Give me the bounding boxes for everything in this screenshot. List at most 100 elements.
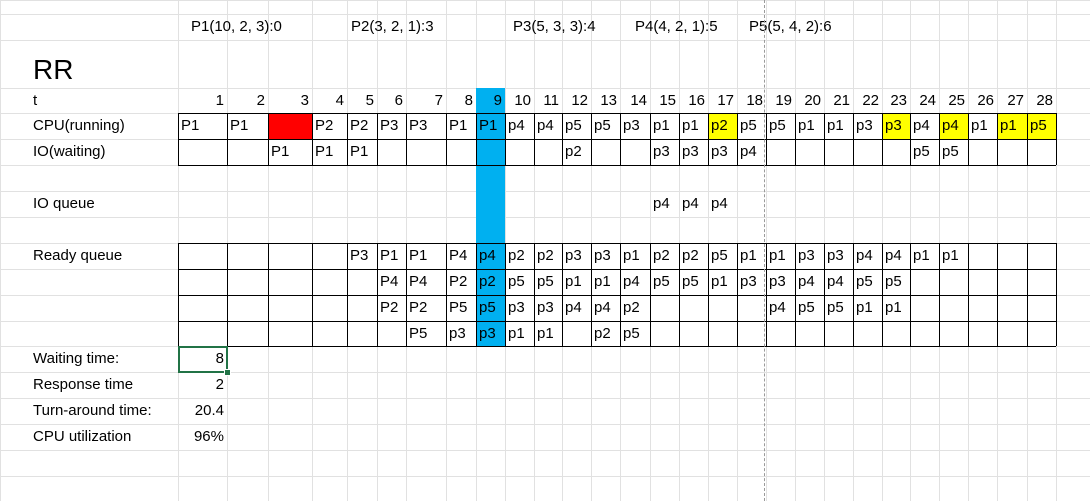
time-cell[interactable]: 25: [948, 92, 965, 109]
ready-queue-cell[interactable]: P4: [380, 273, 399, 290]
process-spec-4[interactable]: P4(4, 2, 1):5: [635, 18, 718, 35]
value-cpu-utilization[interactable]: 96%: [193, 428, 224, 445]
cpu-cell[interactable]: p1: [971, 117, 988, 134]
ready-queue-cell[interactable]: P2: [449, 273, 468, 290]
io-cell[interactable]: [766, 139, 795, 165]
ready-queue-cell[interactable]: [853, 321, 882, 346]
time-cell[interactable]: 26: [977, 92, 994, 109]
ready-queue-cell[interactable]: p4: [565, 299, 582, 316]
io-cell[interactable]: [178, 139, 227, 165]
cpu-cell[interactable]: p4: [913, 117, 930, 134]
time-cell[interactable]: 2: [256, 92, 265, 109]
ready-queue-cell[interactable]: [178, 269, 227, 295]
ready-queue-cell[interactable]: p5: [653, 273, 670, 290]
ready-queue-cell[interactable]: p2: [623, 299, 640, 316]
time-cell[interactable]: 23: [890, 92, 907, 109]
ready-queue-cell[interactable]: p5: [798, 299, 815, 316]
ready-queue-cell[interactable]: [737, 321, 766, 346]
ready-queue-cell[interactable]: P3: [350, 247, 369, 264]
ready-queue-cell[interactable]: [227, 321, 268, 346]
io-cell[interactable]: p5: [913, 143, 930, 160]
ready-queue-cell[interactable]: p1: [856, 299, 873, 316]
ready-queue-cell[interactable]: p2: [508, 247, 525, 264]
time-cell[interactable]: 17: [717, 92, 734, 109]
ready-queue-cell[interactable]: p1: [885, 299, 902, 316]
cpu-cell[interactable]: p1: [682, 117, 699, 134]
ready-queue-cell[interactable]: p3: [769, 273, 786, 290]
ready-queue-cell[interactable]: [997, 295, 1027, 321]
process-spec-2[interactable]: P2(3, 2, 1):3: [351, 18, 434, 35]
time-cell[interactable]: 8: [464, 92, 473, 109]
ready-queue-cell[interactable]: [939, 295, 968, 321]
time-cell[interactable]: 27: [1007, 92, 1024, 109]
io-cell[interactable]: p3: [682, 143, 699, 160]
ready-queue-cell[interactable]: [997, 243, 1027, 269]
ready-queue-cell[interactable]: p3: [449, 325, 466, 342]
time-cell[interactable]: 19: [775, 92, 792, 109]
ready-queue-cell[interactable]: P1: [380, 247, 399, 264]
ready-queue-cell[interactable]: [312, 295, 347, 321]
cpu-cell[interactable]: P1: [181, 117, 200, 134]
time-cell[interactable]: 4: [335, 92, 344, 109]
ready-queue-cell[interactable]: [227, 295, 268, 321]
ready-queue-cell[interactable]: p1: [594, 273, 611, 290]
ready-queue-cell[interactable]: [910, 269, 939, 295]
ready-queue-cell[interactable]: [268, 295, 312, 321]
row-label-io-queue[interactable]: IO queue: [33, 195, 95, 212]
ready-queue-cell[interactable]: [347, 269, 377, 295]
cpu-cell[interactable]: P1: [230, 117, 249, 134]
time-cell[interactable]: 10: [514, 92, 531, 109]
time-cell[interactable]: 15: [659, 92, 676, 109]
cpu-cell[interactable]: p5: [565, 117, 582, 134]
ready-queue-cell[interactable]: [824, 321, 853, 346]
ready-queue-cell[interactable]: p1: [913, 247, 930, 264]
io-cell[interactable]: [620, 139, 650, 165]
ready-queue-cell[interactable]: [766, 321, 795, 346]
time-cell[interactable]: 21: [833, 92, 850, 109]
ready-queue-cell[interactable]: p4: [798, 273, 815, 290]
io-queue-cell[interactable]: p4: [653, 195, 670, 212]
ready-queue-cell[interactable]: p4: [885, 247, 902, 264]
ready-queue-cell[interactable]: [178, 295, 227, 321]
label-response-time[interactable]: Response time: [33, 376, 134, 393]
io-cell[interactable]: [406, 139, 446, 165]
ready-queue-cell[interactable]: [910, 321, 939, 346]
ready-queue-cell[interactable]: [679, 321, 708, 346]
ready-queue-cell[interactable]: p3: [594, 247, 611, 264]
io-cell[interactable]: p5: [942, 143, 959, 160]
label-turnaround-time[interactable]: Turn-around time:: [33, 402, 152, 419]
value-turnaround-time[interactable]: 20.4: [194, 402, 224, 419]
ready-queue-cell[interactable]: [312, 243, 347, 269]
ready-queue-cell[interactable]: p2: [479, 273, 496, 290]
process-spec-1[interactable]: P1(10, 2, 3):0: [191, 18, 282, 35]
ready-queue-cell[interactable]: p4: [856, 247, 873, 264]
cpu-cell[interactable]: p4: [508, 117, 525, 134]
ready-queue-cell[interactable]: [268, 243, 312, 269]
cpu-cell[interactable]: p3: [885, 117, 902, 134]
ready-queue-cell[interactable]: P2: [380, 299, 399, 316]
cpu-cell[interactable]: P1: [479, 117, 498, 134]
ready-queue-cell[interactable]: [968, 243, 997, 269]
cpu-cell[interactable]: p5: [594, 117, 611, 134]
ready-queue-cell[interactable]: p5: [508, 273, 525, 290]
ready-queue-cell[interactable]: p1: [942, 247, 959, 264]
ready-queue-cell[interactable]: p5: [623, 325, 640, 342]
cpu-cell[interactable]: P2: [315, 117, 334, 134]
ready-queue-cell[interactable]: P5: [409, 325, 428, 342]
io-cell[interactable]: P1: [350, 143, 369, 160]
ready-queue-cell[interactable]: p5: [537, 273, 554, 290]
io-cell[interactable]: [446, 139, 476, 165]
io-cell[interactable]: [534, 139, 562, 165]
ready-queue-cell[interactable]: p2: [537, 247, 554, 264]
cpu-cell[interactable]: p5: [740, 117, 757, 134]
ready-queue-cell[interactable]: [312, 269, 347, 295]
ready-queue-cell[interactable]: p1: [623, 247, 640, 264]
io-cell[interactable]: p3: [711, 143, 728, 160]
process-spec-5[interactable]: P5(5, 4, 2):6: [749, 18, 832, 35]
row-label-cpu[interactable]: CPU(running): [33, 117, 125, 134]
time-cell[interactable]: 6: [394, 92, 403, 109]
time-cell[interactable]: 12: [571, 92, 588, 109]
ready-queue-cell[interactable]: [268, 269, 312, 295]
ready-queue-cell[interactable]: p3: [798, 247, 815, 264]
ready-queue-cell[interactable]: [650, 295, 679, 321]
